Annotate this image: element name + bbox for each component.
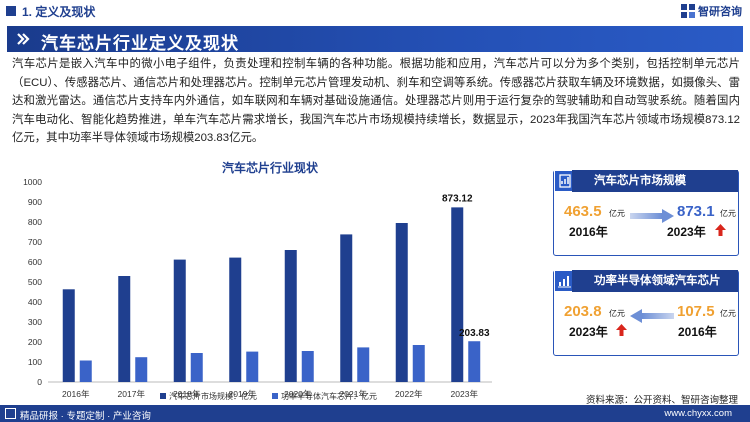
bar-market	[340, 234, 353, 382]
title-banner: 汽车芯片行业定义及现状	[7, 26, 743, 53]
y-tick-label: 400	[28, 297, 42, 307]
legend-label: 汽车芯片市场规模：亿元	[169, 391, 257, 401]
top-bar: 1. 定义及现状 智研咨询	[0, 0, 750, 22]
market-size-card-title: 汽车芯片市场规模	[572, 170, 738, 192]
bar-power	[135, 357, 148, 382]
brand-logo: 智研咨询	[681, 3, 742, 19]
intro-paragraph: 汽车芯片是嵌入汽车中的微小电子组件，负责处理和控制车辆的各种功能。根据功能和应用…	[12, 58, 740, 144]
bar-market	[118, 276, 131, 382]
market-size-card: 汽车芯片市场规模 463.5 亿元 2016年 873.1 亿元 2023年	[553, 170, 739, 256]
y-tick-label: 200	[28, 337, 42, 347]
power-semiconductor-card: 功率半导体领域汽车芯片 203.8 亿元 2023年 107.5 亿元 2016…	[553, 270, 739, 356]
x-tick-label: 2022年	[395, 389, 423, 399]
bar-power	[468, 341, 481, 382]
x-tick-label: 2016年	[62, 389, 90, 399]
right-arrow-icon	[630, 209, 674, 223]
market-right-value: 873.1	[677, 203, 715, 220]
x-tick-label: 2020年	[284, 389, 312, 399]
bar-market	[229, 257, 242, 382]
brand-mark-icon	[681, 4, 695, 18]
source-note: 资料来源：公开资料、智研咨询整理	[585, 395, 738, 406]
power-left-unit: 亿元	[609, 309, 625, 318]
market-left-value: 463.5	[564, 203, 602, 220]
power-right-unit: 亿元	[720, 309, 736, 318]
section-label: 1. 定义及现状	[22, 5, 96, 19]
data-label: 203.83	[459, 328, 490, 339]
bar-chart: 0 100 200 300 400 500 600 700 800 900 1000 2016年 201…	[23, 177, 492, 401]
power-right-value: 107.5	[677, 303, 715, 320]
x-tick-label: 2019年	[229, 389, 257, 399]
y-tick-label: 800	[28, 217, 42, 227]
up-arrow-icon	[616, 324, 627, 336]
y-tick-label: 1000	[23, 177, 42, 187]
bar-power	[246, 351, 259, 382]
banner-title: 汽车芯片行业定义及现状	[41, 34, 239, 53]
bar-power	[357, 347, 370, 382]
bar-power	[301, 351, 314, 382]
y-tick-label: 100	[28, 357, 42, 367]
chart-title: 汽车芯片行业现状	[221, 161, 318, 175]
legend-swatch	[160, 393, 166, 399]
bar-market	[62, 289, 75, 382]
y-tick-label: 500	[28, 277, 42, 287]
brand-name: 智研咨询	[698, 6, 742, 18]
x-tick-label: 2018年	[173, 389, 201, 399]
power-right-year: 2016年	[678, 325, 717, 339]
power-left-value: 203.8	[564, 303, 602, 320]
market-left-year: 2016年	[569, 225, 608, 239]
section-square-icon	[6, 6, 16, 16]
x-tick-label: 2023年	[451, 389, 479, 399]
footer-logo-icon	[5, 408, 16, 419]
market-right-year: 2023年	[667, 225, 706, 239]
market-right-unit: 亿元	[720, 209, 736, 218]
x-tick-label: 2017年	[118, 389, 146, 399]
bar-power	[412, 345, 425, 382]
x-tick-label: 2021年	[340, 389, 368, 399]
y-tick-label: 600	[28, 257, 42, 267]
double-chevron-icon	[17, 33, 30, 45]
footer-slogan: 精品研报 · 专题定制 · 产业咨询	[20, 411, 151, 422]
y-tick-label: 300	[28, 317, 42, 327]
legend-label: 功率半导体汽车芯片：亿元	[281, 391, 377, 401]
bar-market	[451, 207, 464, 382]
bar-power	[79, 360, 92, 382]
y-tick-label: 0	[37, 377, 42, 387]
footer-website-link[interactable]: www.chyxx.com	[664, 408, 732, 419]
power-card-title: 功率半导体领域汽车芯片	[572, 270, 738, 292]
up-arrow-icon	[715, 224, 726, 236]
bar-market	[395, 223, 408, 382]
bar-market	[173, 259, 186, 382]
market-left-unit: 亿元	[609, 209, 625, 218]
y-tick-label: 700	[28, 237, 42, 247]
footer-bar: 精品研报 · 专题定制 · 产业咨询 www.chyxx.com	[0, 405, 750, 422]
y-tick-label: 900	[28, 197, 42, 207]
bar-power	[190, 353, 203, 382]
left-arrow-icon	[630, 309, 674, 323]
data-label: 873.12	[442, 193, 473, 204]
legend-swatch	[272, 393, 278, 399]
power-left-year: 2023年	[569, 325, 608, 339]
bar-market	[284, 250, 297, 382]
